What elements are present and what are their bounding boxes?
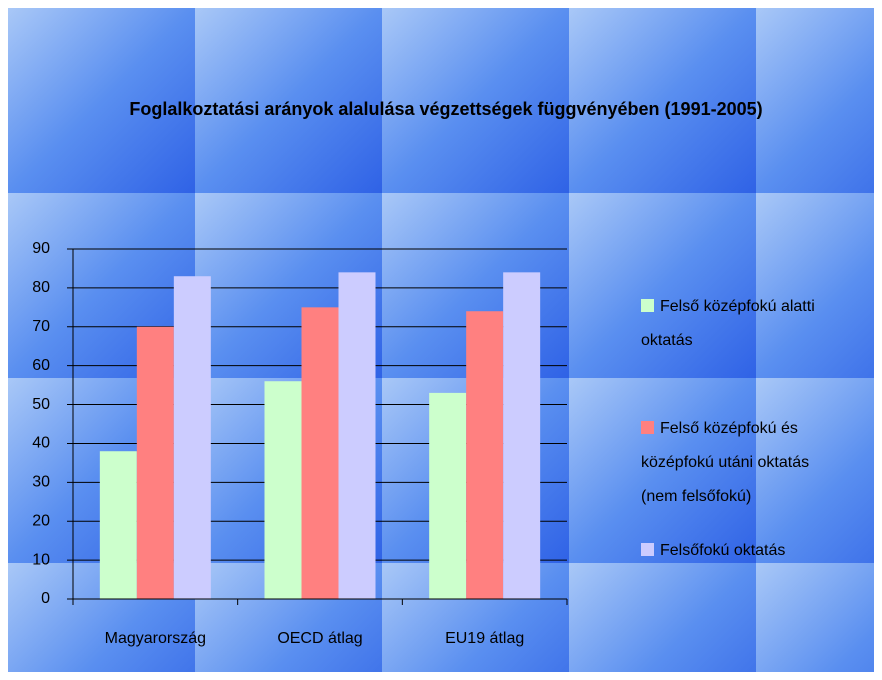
legend-label: Felső középfokú alatti oktatás (641, 298, 815, 349)
y-tick-label: 0 (41, 590, 50, 607)
bar (173, 276, 211, 599)
legend-label: Felső középfokú és középfokú utáni oktat… (641, 420, 810, 505)
y-tick-label: 90 (32, 240, 50, 257)
legend-label: Felsőfokú oktatás (660, 542, 786, 559)
y-tick-label: 80 (32, 279, 50, 296)
x-tick-label: OECD átlag (277, 630, 362, 647)
bar (338, 272, 376, 599)
legend-swatch (641, 299, 654, 312)
y-tick-label: 10 (32, 551, 50, 568)
y-tick-label: 50 (32, 396, 50, 413)
bar (429, 392, 467, 599)
chart-title: Foglalkoztatási arányok alalulása végzet… (129, 99, 763, 119)
bar (99, 451, 137, 599)
legend-item: Felsőfokú oktatás (641, 534, 841, 568)
x-tick-label: Magyarország (105, 630, 206, 647)
bar (136, 326, 174, 599)
y-tick-label: 20 (32, 512, 50, 529)
y-tick-label: 60 (32, 357, 50, 374)
bar (466, 311, 504, 599)
bar (503, 272, 541, 599)
y-tick-label: 40 (32, 435, 50, 452)
legend-item: Felső középfokú és középfokú utáni oktat… (641, 412, 841, 514)
x-tick-label: EU19 átlag (445, 630, 524, 647)
y-tick-label: 70 (32, 318, 50, 335)
bar (301, 307, 339, 599)
y-tick-label: 30 (32, 474, 50, 491)
legend-swatch (641, 421, 654, 434)
legend-swatch (641, 543, 654, 556)
bar (264, 381, 302, 599)
legend-item: Felső középfokú alatti oktatás (641, 290, 841, 358)
